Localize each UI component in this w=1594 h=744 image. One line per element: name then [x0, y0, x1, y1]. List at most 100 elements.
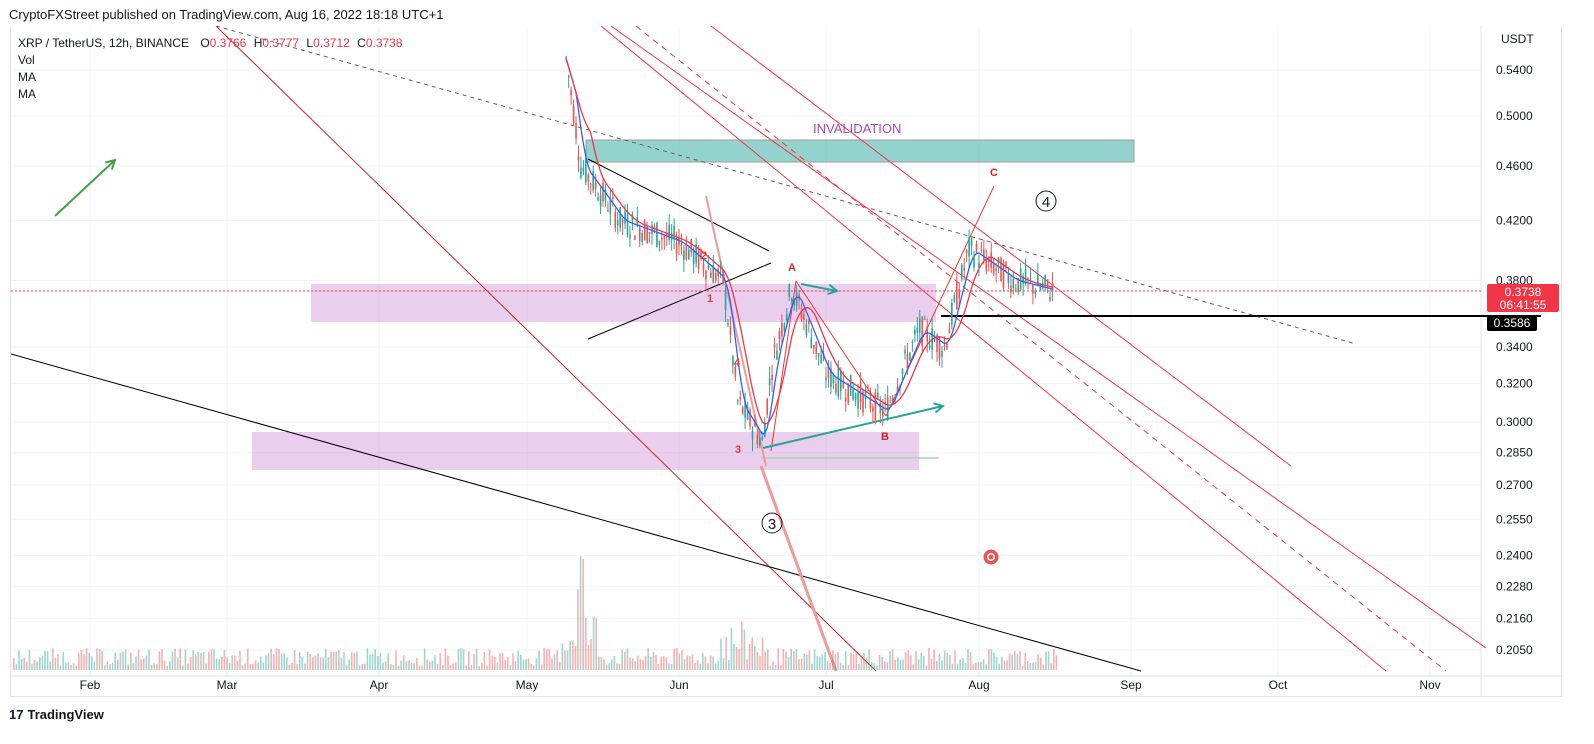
volume-bar [1040, 657, 1042, 670]
candle-body [808, 321, 810, 324]
volume-bar [795, 649, 798, 670]
volume-bar [135, 656, 137, 670]
chart-frame[interactable]: 0.5400 0.5000 0.4600 0.4200 0.3800 0.3400 0.32… [10, 26, 1562, 697]
volume-bar [689, 656, 691, 670]
volume-bar [564, 650, 566, 670]
candle-body [830, 368, 832, 388]
candle-body [916, 327, 919, 333]
candle-body [817, 353, 820, 357]
candle-body [953, 295, 956, 302]
legend-ma-1[interactable]: MA [18, 70, 36, 84]
volume-bar [826, 661, 829, 670]
candle-body [923, 318, 926, 320]
volume-bar [44, 650, 46, 670]
volume-bar [959, 659, 961, 670]
volume-bar [975, 663, 977, 670]
tradingview-logo-icon: 17 [9, 707, 24, 722]
volume-bar [301, 657, 304, 670]
volume-bar [738, 648, 740, 670]
price-chart[interactable]: 0.5400 0.5000 0.4600 0.4200 0.3800 0.3400 0.32… [11, 26, 1561, 696]
tradingview-brand[interactable]: 17 TradingView [9, 707, 104, 722]
volume-bar [208, 651, 210, 670]
volume-bar [1027, 661, 1029, 670]
volume-bar [660, 656, 662, 670]
candle-body [700, 249, 702, 260]
volume-bar [535, 658, 538, 670]
candle-body [857, 392, 859, 409]
candle-body [712, 264, 715, 284]
y-tick-label: 0.2400 [1496, 549, 1533, 563]
candle-body [683, 250, 685, 260]
volume-bar [156, 664, 158, 670]
volume-bar [36, 661, 38, 670]
legend-ohlc-row[interactable]: XRP / TetherUS, 12h, BINANCE O0.3766 H0.… [18, 35, 403, 52]
volume-bar [475, 648, 478, 670]
volume-bar [197, 652, 200, 670]
candle-body [820, 355, 822, 364]
volume-bar [249, 664, 252, 670]
volume-bar [351, 652, 353, 670]
high-label: H [253, 36, 263, 50]
volume-bar [31, 663, 33, 670]
volume-bar [330, 651, 332, 670]
volume-bar [595, 617, 597, 670]
volume-bar [109, 664, 111, 670]
candle-body [707, 265, 710, 269]
volume-bar [1019, 650, 1021, 670]
level-price-tag[interactable] [1487, 315, 1537, 331]
candle-body [1014, 288, 1017, 290]
candle-body [985, 259, 988, 272]
volume-bar [631, 658, 634, 670]
candle-body [724, 292, 727, 311]
x-tick-label: Jun [669, 678, 688, 692]
volume-bar [416, 658, 418, 670]
volume-bar [751, 637, 753, 670]
volume-bar [681, 650, 683, 670]
volume-bar [465, 665, 467, 670]
candle-body [570, 89, 572, 96]
volume-bar [756, 652, 759, 670]
volume-bar [59, 665, 62, 670]
candle-body [965, 249, 968, 254]
volume-bar [912, 664, 915, 670]
volume-bar [67, 661, 70, 670]
volume-bar [179, 648, 181, 670]
volume-bar [46, 651, 49, 670]
volume-bar [509, 664, 512, 670]
candle-body [926, 326, 928, 342]
last-price-tag[interactable] [1487, 284, 1559, 312]
candle-body [572, 105, 575, 123]
candle-body [705, 270, 707, 280]
volume-bar [512, 653, 514, 670]
currency-label: USDT [1501, 32, 1534, 46]
volume-bar [444, 648, 447, 670]
volume-bar [33, 659, 36, 670]
volume-bar [364, 663, 366, 670]
candle-body [1032, 284, 1034, 294]
candle-body [673, 225, 675, 240]
volume-bar [390, 664, 392, 670]
volume-bar [829, 663, 831, 670]
volume-bar [379, 652, 382, 670]
volume-bar [696, 660, 699, 670]
candle-body [744, 401, 746, 418]
volume-bar [821, 654, 824, 670]
volume-bar [75, 665, 77, 670]
legend-volume[interactable]: Vol [18, 53, 35, 67]
volume-bar [39, 657, 41, 670]
volume-bar [764, 651, 766, 670]
volume-bar [980, 661, 982, 670]
volume-bar [291, 662, 293, 670]
candle-body [776, 350, 778, 360]
volume-bar [608, 663, 610, 670]
volume-bar [702, 653, 704, 670]
candle-body [790, 299, 793, 302]
legend-ma-2[interactable]: MA [18, 87, 36, 101]
candle-body [960, 264, 963, 280]
volume-bar [254, 660, 257, 670]
candle-body [849, 374, 852, 396]
volume-bar [1050, 663, 1052, 670]
legend-symbol[interactable]: XRP / TetherUS, 12h, BINANCE [18, 36, 189, 50]
volume-bar [603, 659, 605, 670]
candle-body [612, 197, 614, 200]
